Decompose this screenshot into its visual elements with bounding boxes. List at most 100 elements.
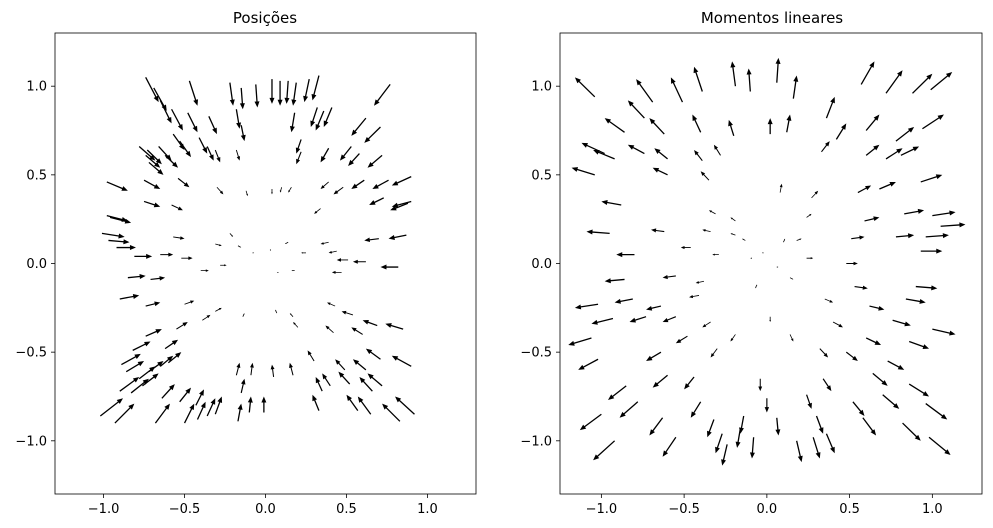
arrows-posicoes — [99, 75, 415, 424]
quiver-arrow — [819, 348, 829, 358]
quiver-arrow — [710, 348, 718, 358]
y-tick-label-posicoes: −0.5 — [15, 346, 47, 361]
quiver-arrow — [158, 146, 172, 161]
axes-frame-momentos-lineares — [559, 32, 983, 495]
quiver-arrow — [177, 177, 190, 188]
quiver-arrow — [695, 280, 705, 284]
quiver-arrow — [215, 243, 222, 247]
quiver-arrow — [200, 269, 209, 272]
quiver-arrow — [289, 313, 294, 317]
quiver-arrow — [293, 322, 299, 328]
quiver-arrow — [908, 383, 930, 397]
quiver-arrow — [822, 378, 832, 392]
quiver-arrow — [148, 361, 164, 373]
quiver-arrow — [348, 153, 360, 166]
quiver-arrow — [142, 373, 159, 387]
quiver-arrow — [824, 298, 834, 303]
quiver-arrow — [579, 413, 602, 431]
quiver-arrow — [900, 146, 920, 156]
x-tick-label-momentos-lineares: 1.0 — [922, 502, 943, 517]
quiver-arrow — [789, 277, 794, 280]
quiver-arrow — [327, 302, 336, 307]
quiver-arrow — [184, 300, 195, 305]
quiver-arrow — [167, 352, 182, 364]
quiver-arrow — [153, 87, 167, 112]
quiver-arrow — [882, 394, 900, 409]
quiver-arrow — [713, 144, 721, 156]
quiver-arrow — [758, 378, 763, 392]
quiver-arrow — [769, 316, 771, 323]
quiver-arrow — [806, 257, 814, 260]
quiver-arrow — [388, 234, 407, 240]
quiver-arrow — [208, 116, 217, 135]
quiver-arrow — [215, 307, 222, 312]
quiver-arrow — [932, 328, 956, 336]
axes-frame-posicoes — [54, 32, 477, 495]
quiver-arrow — [346, 394, 359, 412]
arrows-momentos-lineares — [568, 57, 966, 466]
subplot-title-momentos-lineares: Momentos lineares — [701, 9, 843, 27]
quiver-arrow — [391, 355, 412, 367]
quiver-arrow — [357, 396, 372, 415]
quiver-arrow — [815, 415, 824, 434]
quiver-arrow — [735, 428, 742, 448]
quiver-arrow — [161, 384, 175, 399]
quiver-arrow — [382, 403, 401, 422]
y-tick-label-momentos-lineares: 1.0 — [531, 80, 552, 95]
quiver-arrow — [811, 190, 819, 199]
quiver-arrow — [649, 417, 664, 436]
quiver-arrow — [159, 355, 174, 367]
quiver-arrow — [320, 181, 329, 190]
quiver-arrow — [694, 150, 703, 161]
ticks-momentos-lineares: −1.0 −0.5 0.0 0.5 1.0 −1.0 −0.5 0.0 0.5 1.0 — [520, 80, 942, 517]
quiver-arrow — [702, 229, 711, 232]
quiver-arrow — [237, 245, 242, 248]
quiver-arrow — [571, 167, 595, 176]
y-tick-label-momentos-lineares: 0.0 — [531, 257, 552, 272]
quiver-arrow — [746, 68, 752, 92]
quiver-arrow — [296, 151, 302, 165]
quiver-arrow — [237, 403, 243, 422]
quiver-arrow — [247, 396, 253, 413]
quiver-arrow — [905, 298, 926, 304]
quiver-arrow — [702, 321, 711, 328]
quiver-arrow — [832, 321, 843, 328]
quiver-arrow — [593, 440, 616, 461]
quiver-arrow — [235, 149, 241, 161]
quiver-arrow — [869, 305, 885, 311]
quiver-arrow — [196, 401, 206, 420]
quiver-arrow — [395, 396, 415, 415]
quiver-arrow — [312, 394, 320, 411]
quiver-arrow — [310, 107, 318, 127]
quiver-arrow — [789, 334, 794, 342]
quiver-arrow — [574, 303, 599, 310]
quiver-arrow — [206, 146, 214, 161]
quiver-arrow — [885, 70, 903, 94]
quiver-arrow — [761, 252, 764, 254]
x-tick-label-posicoes: 0.0 — [255, 502, 276, 517]
quiver-arrow — [627, 100, 645, 119]
x-tick-label-posicoes: −0.5 — [169, 502, 201, 517]
quiver-arrow — [202, 314, 211, 321]
quiver-arrow — [195, 389, 204, 406]
quiver-arrow — [143, 200, 161, 208]
quiver-arrow — [328, 250, 337, 254]
quiver-arrow — [216, 186, 224, 195]
quiver-arrow — [307, 350, 315, 362]
quiver-arrow — [806, 213, 812, 218]
quiver-arrow — [289, 362, 294, 376]
quiver-arrow — [132, 341, 151, 351]
quiver-arrow — [940, 222, 966, 228]
quiver-arrow — [593, 150, 615, 160]
y-tick-label-momentos-lineares: −1.0 — [520, 434, 552, 449]
x-tick-label-posicoes: 1.0 — [417, 502, 438, 517]
quiver-arrow — [341, 310, 354, 316]
quiver-arrow — [646, 351, 662, 362]
quiver-arrow — [690, 401, 702, 418]
quiver-arrow — [134, 253, 153, 259]
quiver-arrow — [385, 323, 404, 330]
quiver-arrow — [684, 376, 695, 390]
quiver-arrow — [775, 57, 781, 83]
quiver-arrow — [106, 181, 128, 191]
